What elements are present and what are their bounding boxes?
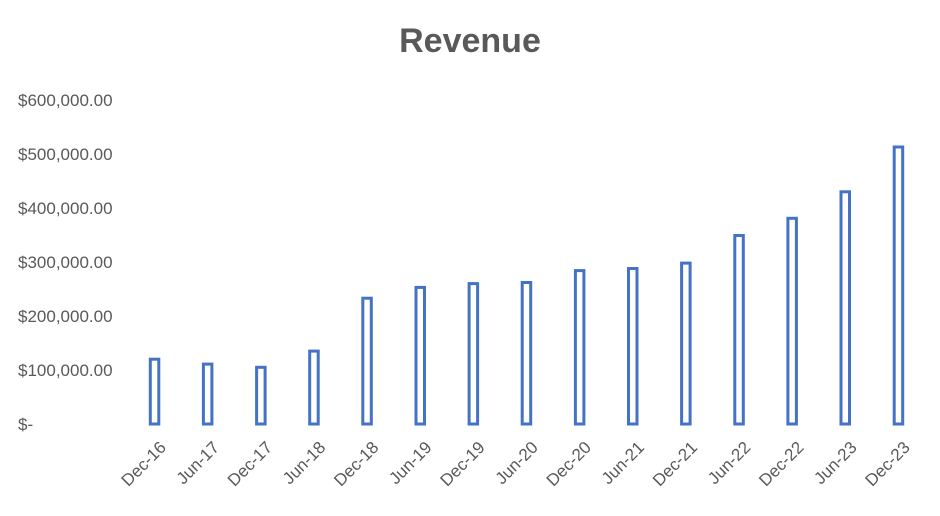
bar-dec-22 — [786, 216, 798, 426]
x-tick-label: Dec-20 — [543, 438, 595, 490]
x-tick-label: Jun-20 — [492, 438, 542, 488]
x-tick-label: Jun-17 — [173, 438, 223, 488]
x-tick-label: Dec-21 — [649, 438, 701, 490]
bar-jun-17 — [201, 362, 214, 426]
x-tick-label: Jun-22 — [704, 438, 754, 488]
x-tick-label: Dec-16 — [118, 438, 170, 490]
y-tick-label: $200,000.00 — [18, 307, 113, 326]
x-tick-label: Jun-21 — [598, 438, 648, 488]
bar-jun-22 — [733, 234, 745, 426]
y-tick-label: $400,000.00 — [18, 199, 113, 218]
bar-jun-18 — [308, 349, 320, 426]
y-tick-label: $- — [18, 415, 33, 434]
x-tick-label: Dec-18 — [330, 438, 382, 490]
chart-title: Revenue — [399, 22, 541, 60]
bar-jun-19 — [414, 285, 426, 426]
x-tick-label: Dec-22 — [755, 438, 807, 490]
x-tick-label: Dec-19 — [436, 438, 488, 490]
bar-dec-21 — [680, 261, 692, 426]
bar-jun-23 — [839, 190, 851, 426]
x-tick-label: Dec-17 — [224, 438, 276, 490]
x-tick-label: Dec-23 — [862, 438, 914, 490]
bar-dec-16 — [148, 357, 161, 426]
x-tick-label: Jun-23 — [810, 438, 860, 488]
x-tick-label: Jun-19 — [385, 438, 435, 488]
y-tick-label: $100,000.00 — [18, 361, 113, 380]
x-tick-label: Jun-18 — [279, 438, 329, 488]
bar-dec-19 — [467, 282, 480, 426]
y-tick-label: $500,000.00 — [18, 145, 113, 164]
y-tick-label: $300,000.00 — [18, 253, 113, 272]
bar-dec-18 — [361, 296, 373, 426]
bar-jun-21 — [627, 267, 639, 426]
bar-dec-17 — [255, 365, 267, 426]
y-tick-label: $600,000.00 — [18, 91, 113, 110]
bar-jun-20 — [520, 281, 533, 426]
bar-dec-20 — [573, 269, 586, 426]
bar-dec-23 — [892, 145, 905, 426]
